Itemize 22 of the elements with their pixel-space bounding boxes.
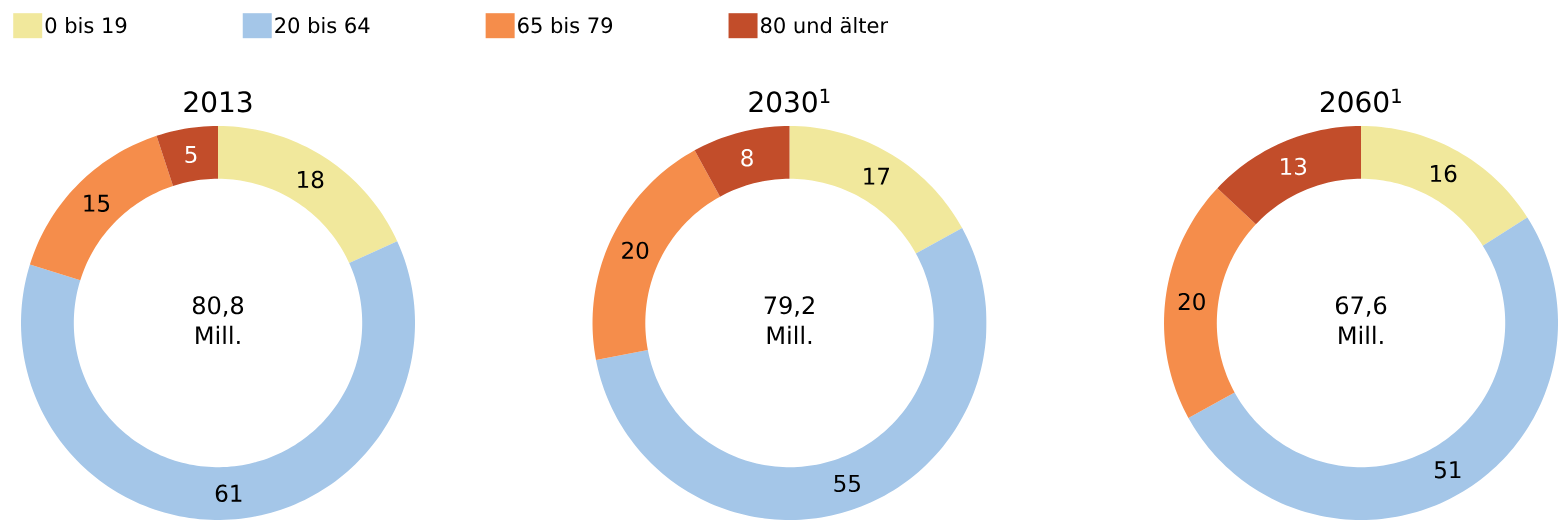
data-label: 51	[1435, 461, 1461, 479]
text: 2013	[184, 91, 252, 113]
data-label: 20	[1178, 292, 1205, 311]
data-label: 20	[622, 241, 649, 260]
data-label: 17	[864, 167, 890, 185]
text: 80,8 Mill.	[192, 296, 244, 344]
legend-label: 0 bis 19	[45, 16, 127, 34]
text: 79,2 Mill.	[764, 296, 814, 344]
chart-title: 2060$^{1}$	[1320, 88, 1401, 113]
data-label: 5	[185, 146, 197, 164]
data-label: 18	[298, 170, 324, 189]
legend-label: 80 und älter	[760, 16, 889, 34]
chart-title: 2030$^{1}$	[749, 88, 830, 113]
legend-label: 65 bis 79	[518, 16, 613, 34]
data-label: 8	[741, 149, 753, 167]
data-label: 13	[1281, 157, 1307, 176]
data-label: 16	[1431, 164, 1457, 183]
data-label: 15	[84, 194, 110, 212]
data-label: 61	[215, 484, 242, 502]
text: 67,6 Mill.	[1335, 296, 1387, 344]
data-label: 55	[834, 474, 860, 493]
legend-label: 20 bis 64	[275, 16, 370, 34]
